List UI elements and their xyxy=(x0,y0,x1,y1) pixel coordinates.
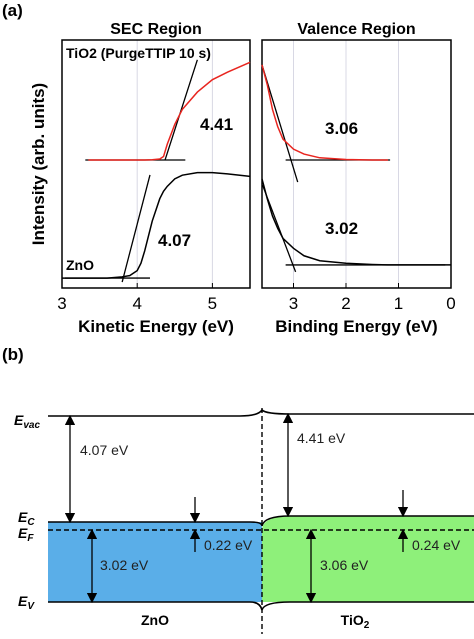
x-tick-label: 2 xyxy=(341,294,350,313)
series-line xyxy=(261,64,388,161)
panel-label: (a) xyxy=(2,1,23,20)
series-label: TiO2 (PurgeTTIP 10 s) xyxy=(66,45,211,61)
chart-title: Valence Region xyxy=(297,21,415,38)
fit-line xyxy=(261,64,299,183)
valence-band xyxy=(48,601,474,611)
energy-label: 4.41 eV xyxy=(297,430,346,446)
series-label: ZnO xyxy=(66,257,94,273)
energy-label: 0.24 eV xyxy=(412,537,461,553)
fit-line xyxy=(121,174,151,283)
level-label: EC xyxy=(18,509,35,528)
conduction-band xyxy=(48,515,474,527)
x-tick-label: 4 xyxy=(132,294,141,313)
annotation: 3.02 xyxy=(325,219,358,238)
arrows xyxy=(64,412,317,604)
band-diagram: 4.07 eV 3.02 eV 0.22 eV 4.41 eV 3.06 eV … xyxy=(14,408,474,634)
plot-frame xyxy=(61,39,251,289)
energy-label: 3.02 eV xyxy=(100,557,149,573)
x-axis-label: Kinetic Energy (eV) xyxy=(78,317,234,336)
annotation: 4.07 xyxy=(158,231,191,250)
plot-frame xyxy=(261,39,452,289)
y-axis-label: Intensity (arb. units) xyxy=(29,83,48,245)
energy-label: 4.07 eV xyxy=(80,442,129,458)
fit-line xyxy=(164,59,198,161)
series-line xyxy=(62,171,251,279)
series-line xyxy=(261,178,451,266)
level-label: Evac xyxy=(14,412,40,431)
annotation: 4.41 xyxy=(200,115,233,134)
level-label: EF xyxy=(18,525,34,544)
material-label: TiO2 xyxy=(341,612,370,631)
x-tick-label: 3 xyxy=(57,294,66,313)
zno-band xyxy=(48,522,262,602)
level-label: EV xyxy=(18,593,35,612)
annotation: 3.06 xyxy=(325,119,358,138)
offset-arrows xyxy=(189,490,409,552)
material-label: ZnO xyxy=(141,612,169,628)
series-line xyxy=(88,61,251,161)
x-tick-label: 3 xyxy=(289,294,298,313)
x-axis-label: Binding Energy (eV) xyxy=(275,317,437,336)
energy-label: 0.22 eV xyxy=(204,537,253,553)
energy-label: 3.06 eV xyxy=(320,557,369,573)
panel-label: (b) xyxy=(2,345,24,364)
x-tick-label: 5 xyxy=(208,294,217,313)
x-tick-label: 0 xyxy=(446,294,455,313)
vacuum-level xyxy=(48,408,474,417)
x-tick-label: 1 xyxy=(394,294,403,313)
chart-title: SEC Region xyxy=(110,21,202,38)
